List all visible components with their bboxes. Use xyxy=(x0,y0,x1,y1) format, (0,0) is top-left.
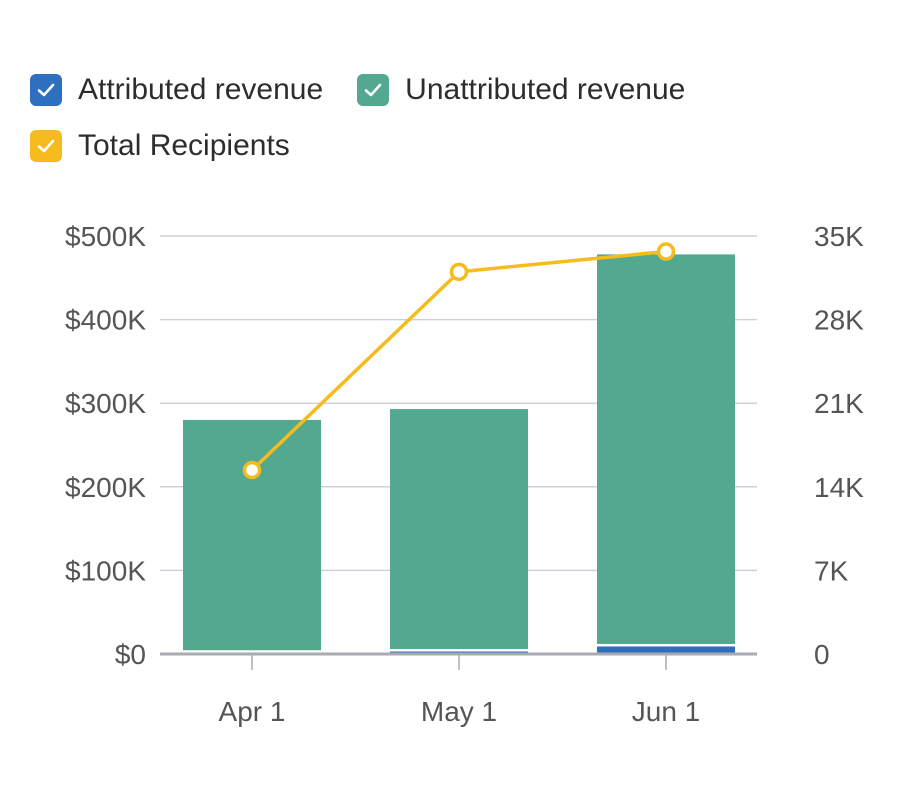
y-right-tick-label: 7K xyxy=(814,555,849,586)
legend-item-attributed-revenue[interactable]: Attributed revenue xyxy=(30,72,323,108)
y-right-tick-label: 28K xyxy=(814,305,864,336)
y-left-tick-label: $400K xyxy=(65,305,146,336)
checkmark-icon xyxy=(364,83,382,97)
line-point-total-recipients xyxy=(242,460,262,480)
y-right-tick-label: 21K xyxy=(814,388,864,419)
y-left-tick-label: $500K xyxy=(65,221,146,252)
bar-attributed-revenue xyxy=(390,651,528,653)
x-tick-label: Jun 1 xyxy=(632,696,701,727)
legend-checkbox-attributed-revenue[interactable] xyxy=(30,74,62,106)
legend-item-total-recipients[interactable]: Total Recipients xyxy=(30,128,290,164)
legend-label-attributed-revenue: Attributed revenue xyxy=(78,73,324,106)
x-tick-label: Apr 1 xyxy=(219,696,286,727)
checkmark-icon xyxy=(37,139,55,153)
y-right-tick-label: 35K xyxy=(814,221,864,252)
y-left-tick-label: $300K xyxy=(65,388,146,419)
bar-unattributed-revenue xyxy=(390,409,528,649)
legend-label-unattributed-revenue: Unattributed revenue xyxy=(405,73,686,106)
y-left-tick-label: $0 xyxy=(115,639,146,670)
y-left-tick-label: $100K xyxy=(65,555,146,586)
bar-unattributed-revenue xyxy=(183,419,321,651)
y-right-tick-label: 14K xyxy=(814,472,864,503)
bar-unattributed-revenue xyxy=(597,254,735,644)
checkmark-icon xyxy=(37,83,55,97)
y-left-tick-label: $200K xyxy=(65,472,146,503)
legend-label-total-recipients: Total Recipients xyxy=(78,129,290,162)
line-point-total-recipients xyxy=(656,242,676,261)
legend-checkbox-total-recipients[interactable] xyxy=(30,130,62,162)
legend-item-unattributed-revenue[interactable]: Unattributed revenue xyxy=(357,72,685,108)
bar-attributed-revenue xyxy=(597,646,735,653)
line-point-total-recipients xyxy=(449,262,469,282)
legend-checkbox-unattributed-revenue[interactable] xyxy=(357,74,390,106)
x-tick-label: May 1 xyxy=(421,696,497,727)
chart-legend: Attributed revenue Unattributed revenue To… xyxy=(30,72,850,164)
y-right-tick-label: 0 xyxy=(814,639,830,670)
